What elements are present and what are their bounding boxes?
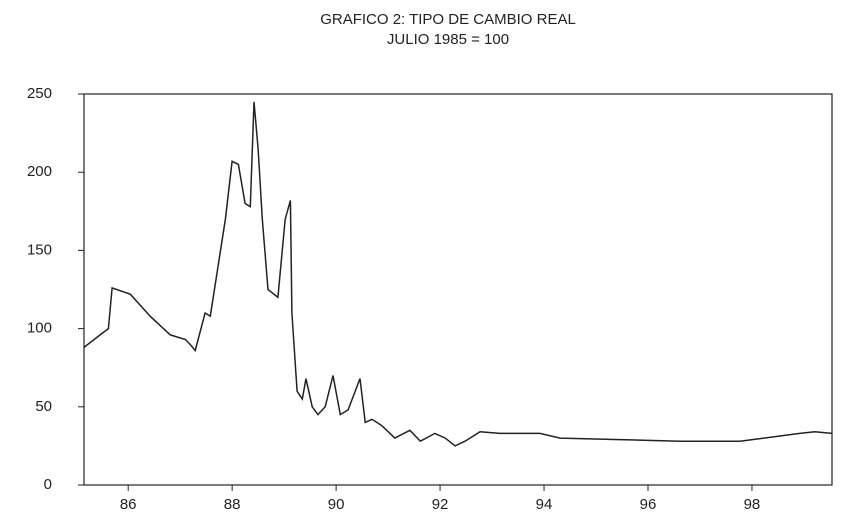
x-tick-label: 88: [224, 496, 241, 513]
x-tick-label: 86: [120, 496, 137, 513]
x-tick-label: 94: [536, 496, 553, 513]
plot-frame: [83, 93, 833, 486]
y-tick-label: 0: [44, 476, 52, 493]
x-tick-label: 92: [432, 496, 449, 513]
x-tick-label: 98: [744, 496, 761, 513]
chart-title: GRAFICO 2: TIPO DE CAMBIO REAL: [320, 11, 576, 28]
data-line: [83, 101, 833, 447]
y-tick-label: 50: [35, 398, 52, 415]
x-tick-label: 90: [328, 496, 345, 513]
y-tick-label: 150: [27, 241, 52, 258]
y-tick-label: 200: [27, 163, 52, 180]
y-tick-label: 250: [27, 85, 52, 102]
y-tick-label: 100: [27, 320, 52, 337]
x-tick-label: 96: [640, 496, 657, 513]
chart-subtitle: JULIO 1985 = 100: [387, 31, 509, 48]
